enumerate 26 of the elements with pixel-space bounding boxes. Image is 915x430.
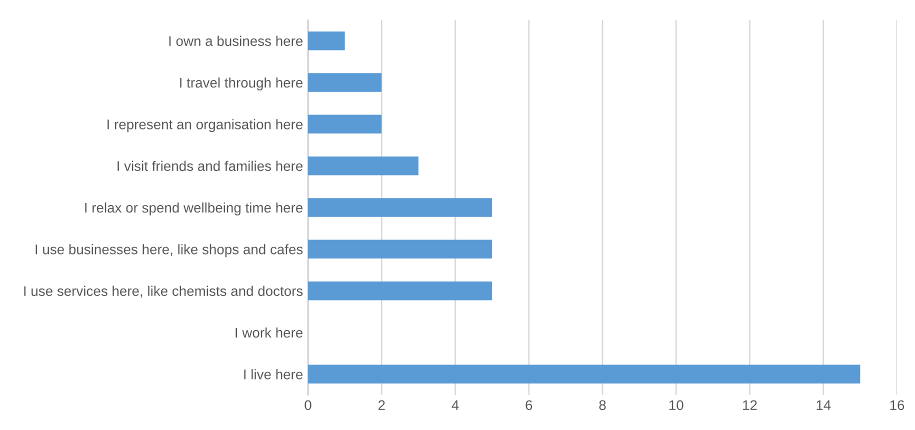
y-tick-label: I own a business here [169,36,303,46]
y-tick-label: I travel through here [180,77,303,90]
x-tick-label: 6 [526,400,532,410]
bar [308,73,382,92]
bar [308,364,860,384]
bar [308,114,382,134]
x-tick-label: 14 [816,400,831,410]
y-tick-label: I live here [244,369,303,380]
x-tick-label: 12 [743,400,757,410]
y-tick-label: I work here [236,327,303,338]
y-tick-label: I use services here, like chemists and doctors [24,286,303,298]
x-tick-label: 4 [452,400,459,410]
bar [308,240,492,259]
x-tick-label: 0 [304,400,312,410]
y-tick-label: I represent an organisation here [108,119,303,132]
bar [308,156,418,176]
bar [308,198,492,217]
y-tick-label: I visit friends and families here [118,160,303,172]
x-tick-label: 2 [378,400,385,410]
bar [308,31,345,50]
x-tick-label: 8 [599,400,606,410]
x-tick-label: 16 [890,400,904,410]
y-tick-label: I relax or spend wellbeing time here [85,202,303,216]
bar [308,281,492,300]
x-tick-label: 10 [669,400,684,410]
y-tick-label: I use businesses here, like shops and cafes [36,244,303,258]
